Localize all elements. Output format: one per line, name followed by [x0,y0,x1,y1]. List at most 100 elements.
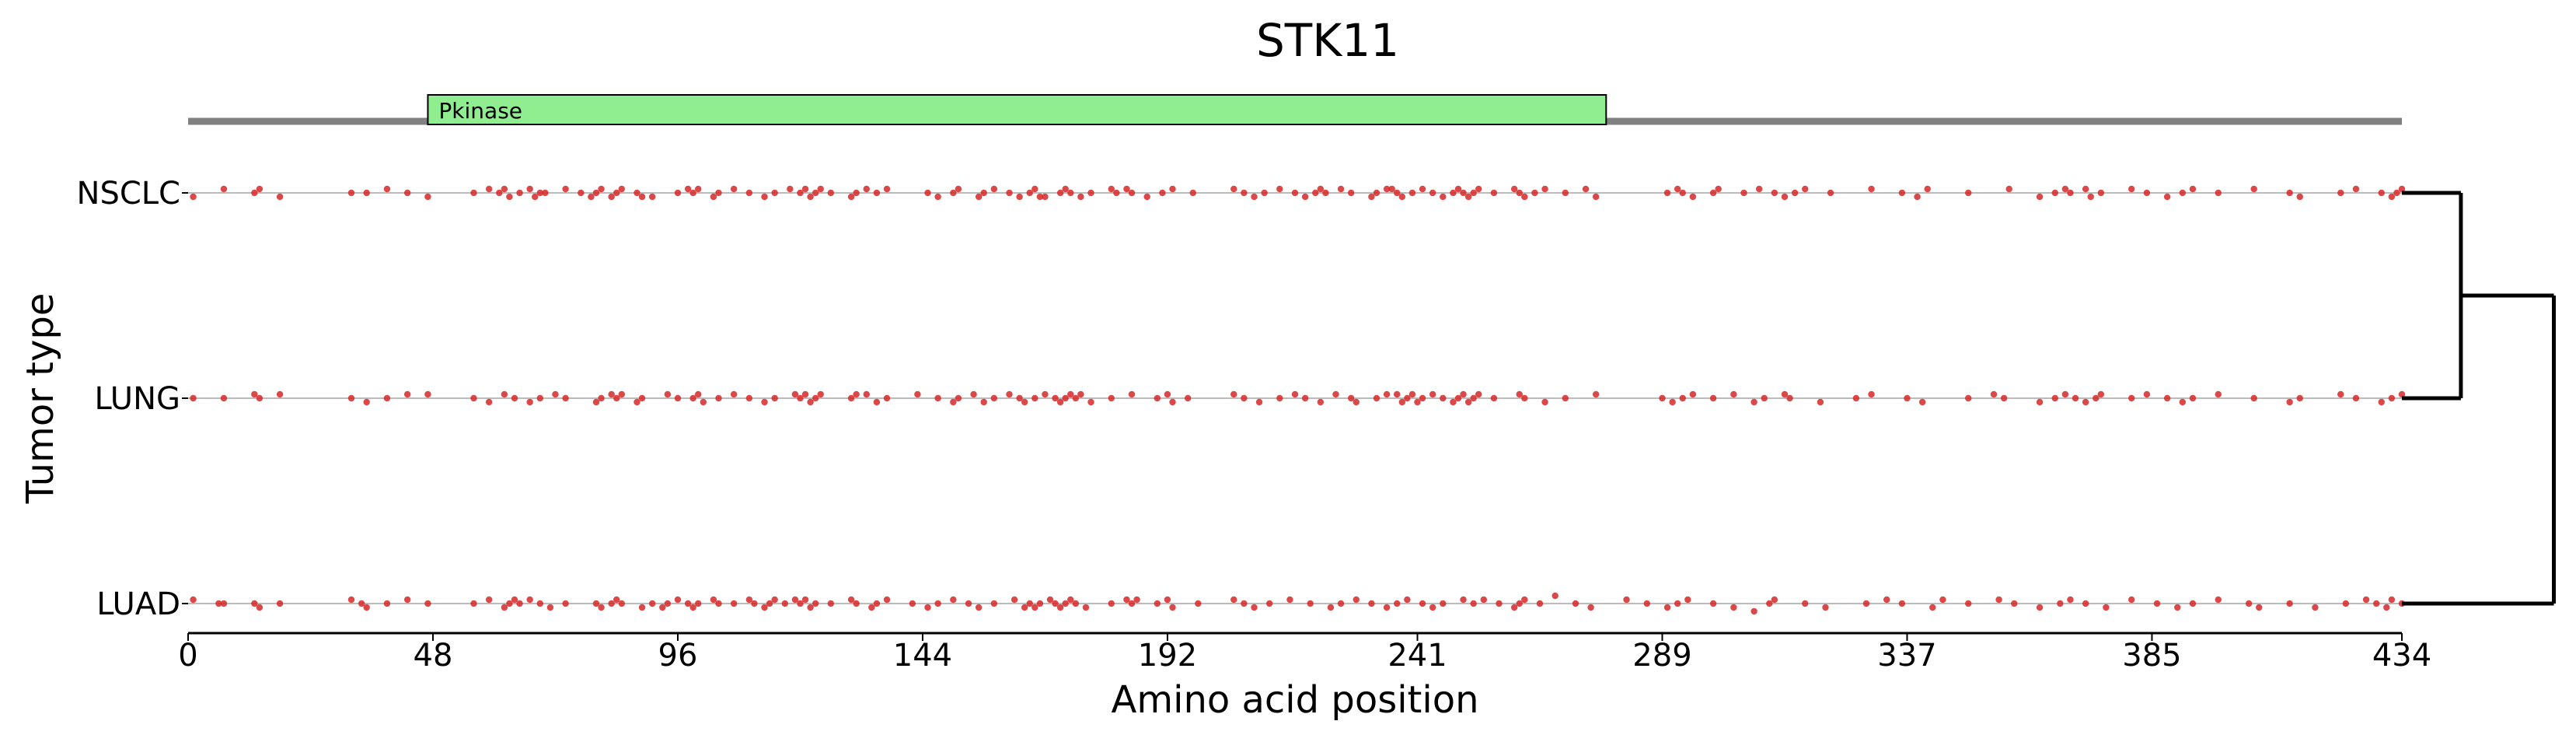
mutation-point-nsclc [1689,193,1697,201]
mutation-point-nsclc [1475,185,1482,193]
mutation-point-lung [485,398,493,406]
mutation-point-lung [1128,390,1136,398]
mutation-point-nsclc [2128,185,2135,193]
mutation-point-luad [1684,596,1691,604]
mutation-point-nsclc [1429,189,1436,197]
x-tick-label: 385 [2122,638,2181,674]
mutation-point-lung [1750,398,1757,406]
mutation-point-lung [220,394,228,402]
mutation-point-nsclc [2286,189,2293,197]
mutation-point-lung [1918,398,1926,406]
mutation-point-lung [1077,390,1084,398]
mutation-point-nsclc [2051,189,2058,197]
mutation-point-luad [766,600,773,607]
mutation-point-lung [1408,390,1416,398]
mutation-point-lung [817,390,824,398]
y-tick-label-nsclc: NSCLC [77,176,180,212]
mutation-point-luad [1052,600,1059,607]
mutation-point-luad [618,600,625,607]
mutation-point-luad [2067,596,2074,604]
mutation-point-lung [1062,394,1069,402]
mutation-point-nsclc [618,185,625,193]
mutation-point-luad [715,600,722,607]
mutation-point-lung [403,390,411,398]
mutation-point-lung [695,390,702,398]
mutation-point-lung [1042,390,1049,398]
mutation-point-lung [2093,394,2100,402]
mutation-point-nsclc [1062,185,1069,193]
mutation-point-luad [256,604,264,611]
mutation-point-nsclc [1026,189,1033,197]
mutation-point-nsclc [1781,193,1789,201]
mutation-point-lung [1490,394,1498,402]
mutation-point-lung [1332,390,1339,398]
mutation-point-luad [1750,607,1757,615]
mutation-point-luad [1766,600,1773,607]
mutation-point-nsclc [1143,193,1150,201]
mutation-point-lung [1761,394,1768,402]
mutation-point-lung [2163,394,2171,402]
mutation-point-luad [1663,604,1671,611]
mutation-point-nsclc [1924,185,1931,193]
mutation-point-lung [807,398,814,406]
mutation-point-nsclc [1067,189,1074,197]
mutation-point-nsclc [2250,185,2257,193]
mutation-point-nsclc [1965,189,1972,197]
mutation-point-nsclc [2082,185,2089,193]
mutation-point-lung [251,390,258,398]
mutation-point-lung [1169,398,1176,406]
mutation-point-lung [1230,390,1237,398]
mutation-point-luad [2036,604,2044,611]
mutation-point-lung [613,394,620,402]
mutation-point-lung [1464,398,1472,406]
mutation-point-luad [1383,604,1391,611]
mutation-point-luad [1353,596,1360,604]
mutation-point-nsclc [950,189,957,197]
mutation-point-lung [1965,394,1972,402]
mutation-point-luad [2383,604,2390,611]
mutation-point-lung [2082,398,2089,406]
mutation-point-nsclc [1464,193,1472,201]
mutation-point-nsclc [613,189,620,197]
mutation-point-lung [2352,394,2360,402]
mutation-point-lung [501,390,508,398]
mutation-point-lung [1454,394,1462,402]
mutation-point-luad [1307,600,1314,607]
mutation-point-lung [618,390,625,398]
mutation-point-nsclc [853,189,860,197]
mutation-point-nsclc [975,193,983,201]
mutation-point-luad [1337,600,1345,607]
mutation-point-luad [546,604,554,611]
mutation-point-nsclc [1056,189,1064,197]
mutation-point-luad [1623,596,1630,604]
mutation-point-lung [1006,390,1013,398]
mutation-point-luad [965,600,972,607]
mutation-point-nsclc [496,189,503,197]
mutation-point-nsclc [1521,193,1528,201]
x-tick-label: 289 [1632,638,1691,674]
mutation-point-nsclc [990,185,998,193]
mutation-point-luad [2312,604,2319,611]
mutation-point-lung [1154,394,1161,402]
mutation-point-lung [2143,390,2151,398]
mutation-point-lung [1353,398,1360,406]
mutation-point-luad [1195,600,1202,607]
mutation-point-lung [383,394,391,402]
mutation-point-luad [1072,600,1080,607]
mutation-point-luad [1587,604,1594,611]
mutation-point-luad [1169,604,1176,611]
mutation-point-lung [1541,398,1548,406]
mutation-point-luad [2256,604,2263,611]
mutation-point-lung [2296,394,2303,402]
mutation-point-luad [1286,596,1293,604]
mutation-point-lung [812,394,819,402]
mutation-point-luad [613,596,620,604]
mutation-point-lung [1347,394,1355,402]
mutation-point-luad [1460,596,1467,604]
mutation-point-luad [1552,592,1559,600]
mutation-point-luad [1709,600,1717,607]
pkinase-domain-label: Pkinase [438,98,522,124]
mutation-point-nsclc [1663,189,1671,197]
mutation-point-lung [950,398,957,406]
mutation-point-luad [847,596,855,604]
